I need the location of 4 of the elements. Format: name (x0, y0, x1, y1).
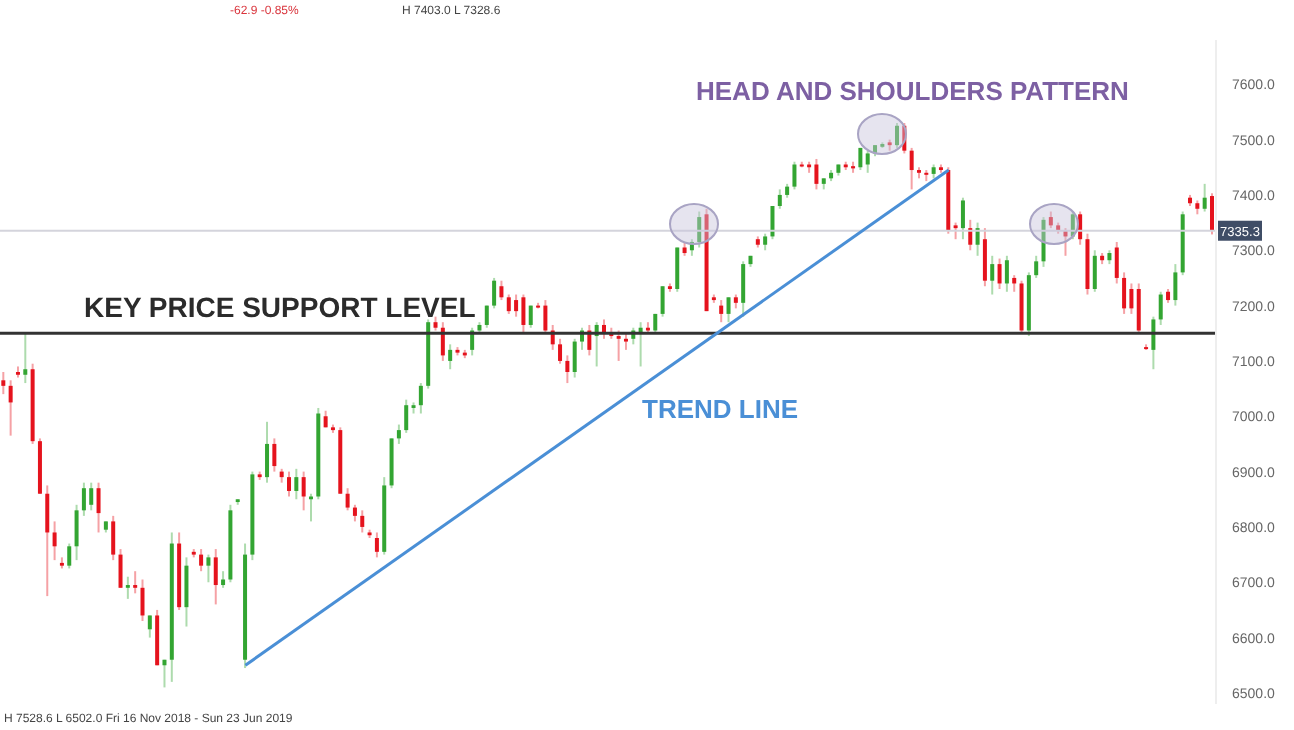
text: HEAD AND SHOULDERS PATTERN (696, 76, 1129, 106)
ref-line-label: KEY PRICE SUPPORT LEVEL (84, 291, 477, 324)
candlestick (660, 285, 665, 318)
series-label: TREND LINE (642, 394, 798, 424)
